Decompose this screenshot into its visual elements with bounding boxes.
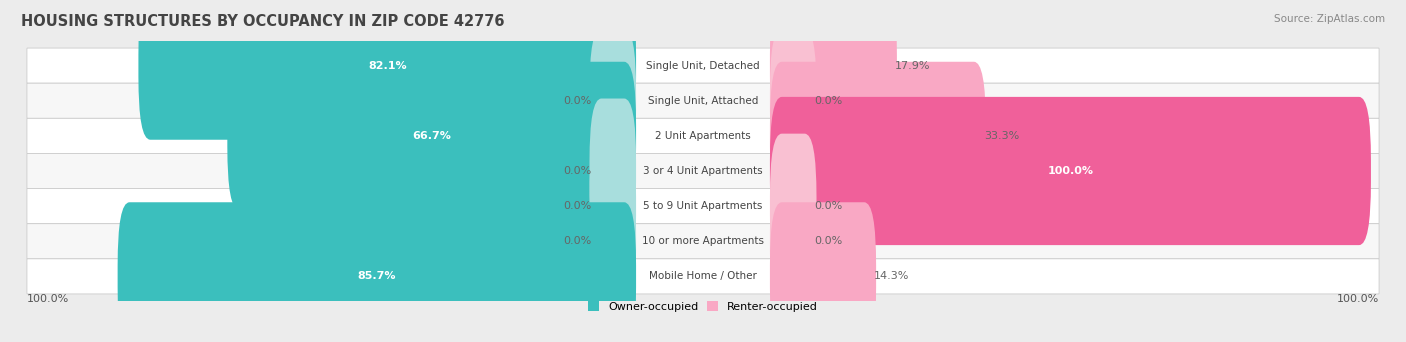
FancyBboxPatch shape xyxy=(589,28,636,173)
FancyBboxPatch shape xyxy=(27,224,1379,259)
Text: 0.0%: 0.0% xyxy=(564,201,592,211)
FancyBboxPatch shape xyxy=(138,0,636,140)
Text: 100.0%: 100.0% xyxy=(1337,294,1379,304)
FancyBboxPatch shape xyxy=(589,134,636,279)
FancyBboxPatch shape xyxy=(27,259,1379,294)
FancyBboxPatch shape xyxy=(770,28,817,173)
Text: Single Unit, Detached: Single Unit, Detached xyxy=(647,61,759,71)
Legend: Owner-occupied, Renter-occupied: Owner-occupied, Renter-occupied xyxy=(583,297,823,316)
Text: 17.9%: 17.9% xyxy=(896,61,931,71)
FancyBboxPatch shape xyxy=(770,0,897,140)
FancyBboxPatch shape xyxy=(589,98,636,244)
Text: 10 or more Apartments: 10 or more Apartments xyxy=(643,236,763,246)
Text: 82.1%: 82.1% xyxy=(368,61,406,71)
Text: HOUSING STRUCTURES BY OCCUPANCY IN ZIP CODE 42776: HOUSING STRUCTURES BY OCCUPANCY IN ZIP C… xyxy=(21,14,505,29)
FancyBboxPatch shape xyxy=(770,202,876,342)
FancyBboxPatch shape xyxy=(27,118,1379,154)
FancyBboxPatch shape xyxy=(27,83,1379,118)
FancyBboxPatch shape xyxy=(118,202,636,342)
FancyBboxPatch shape xyxy=(770,62,986,210)
FancyBboxPatch shape xyxy=(770,134,817,279)
Text: 2 Unit Apartments: 2 Unit Apartments xyxy=(655,131,751,141)
Text: Source: ZipAtlas.com: Source: ZipAtlas.com xyxy=(1274,14,1385,24)
Text: 0.0%: 0.0% xyxy=(814,236,842,246)
Text: 5 to 9 Unit Apartments: 5 to 9 Unit Apartments xyxy=(644,201,762,211)
FancyBboxPatch shape xyxy=(27,154,1379,188)
FancyBboxPatch shape xyxy=(770,97,1371,245)
Text: 0.0%: 0.0% xyxy=(564,96,592,106)
Text: 0.0%: 0.0% xyxy=(814,201,842,211)
Text: 14.3%: 14.3% xyxy=(875,271,910,281)
Text: 85.7%: 85.7% xyxy=(357,271,396,281)
Text: 100.0%: 100.0% xyxy=(27,294,69,304)
Text: 0.0%: 0.0% xyxy=(814,96,842,106)
Text: Mobile Home / Other: Mobile Home / Other xyxy=(650,271,756,281)
FancyBboxPatch shape xyxy=(589,169,636,314)
Text: 33.3%: 33.3% xyxy=(984,131,1019,141)
Text: 0.0%: 0.0% xyxy=(564,166,592,176)
FancyBboxPatch shape xyxy=(27,188,1379,224)
FancyBboxPatch shape xyxy=(27,48,1379,83)
FancyBboxPatch shape xyxy=(228,62,636,210)
Text: 0.0%: 0.0% xyxy=(564,236,592,246)
Text: Single Unit, Attached: Single Unit, Attached xyxy=(648,96,758,106)
Text: 66.7%: 66.7% xyxy=(412,131,451,141)
FancyBboxPatch shape xyxy=(770,169,817,314)
Text: 100.0%: 100.0% xyxy=(1047,166,1094,176)
Text: 3 or 4 Unit Apartments: 3 or 4 Unit Apartments xyxy=(643,166,763,176)
